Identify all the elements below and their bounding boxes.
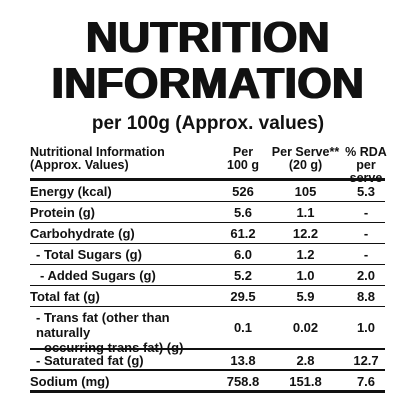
divider [30,200,385,202]
header-col3-line1: % RDA [345,145,387,159]
header-col0-line2: (Approx. Values) [30,158,129,172]
divider [30,263,385,265]
table-header: Nutritional Information (Approx. Values)… [30,142,387,185]
value-per-serve: 5.9 [296,289,315,304]
value-per-100g: 13.8 [230,352,256,368]
header-rda: % RDA per serve [342,146,390,185]
row-label-line1: - Trans fat (other than naturally [36,310,170,340]
value-per-100g: 5.6 [233,205,253,220]
value-per-100g: 61.2 [230,226,256,241]
table-row-total-fat: Total fat (g) 29.5 5.9 8.8 [30,286,385,306]
table-row-sodium: Sodium (mg) 758.8 151.8 7.6 [30,371,385,391]
divider [30,369,385,371]
header-col1-line2: 100 g [227,158,259,172]
subtitle: per 100g (Approx. values) [91,113,325,134]
row-label: - Saturated fat (g) [36,352,144,368]
divider [30,221,385,223]
value-rda: - [363,247,369,262]
nutrition-table: Nutritional Information (Approx. Values)… [30,142,387,393]
header-per-serve: Per Serve** (20 g) [268,146,343,172]
header-col0-line1: Nutritional Information [30,145,165,159]
row-label: Sodium (mg) [30,373,110,389]
value-per-serve: 151.8 [289,373,322,389]
table-row-saturated-fat: - Saturated fat (g) 13.8 2.8 12.7 [30,350,385,370]
value-per-serve: 105 [294,184,317,199]
value-per-serve: 12.2 [292,226,319,241]
divider [30,284,385,286]
header-col1-line1: Per [232,145,254,159]
value-per-100g: 526 [232,184,254,199]
value-rda: - [363,226,369,241]
value-rda: 1.0 [356,320,376,335]
title-line-2: INFORMATION [51,59,365,108]
value-rda: 7.6 [356,373,376,389]
value-per-100g: 758.8 [226,373,260,389]
divider [30,178,385,181]
title-line-1: NUTRITION [85,13,331,62]
header-col3-line2: per serve [349,158,383,185]
divider [30,242,385,244]
value-per-serve: 0.02 [292,320,319,335]
row-label: - Added Sugars (g) [40,268,156,283]
value-rda: 5.3 [356,184,376,199]
header-col2-line1: Per Serve** [271,145,340,159]
table-row-protein: Protein (g) 5.6 1.1 - [30,202,385,222]
row-label: - Total Sugars (g) [36,247,142,262]
row-label: Total fat (g) [30,289,100,304]
value-per-100g: 5.2 [233,268,253,283]
header-nutritional-information: Nutritional Information (Approx. Values) [30,146,165,172]
divider [30,390,385,393]
value-per-serve: 2.8 [296,352,315,368]
value-rda: - [363,205,369,220]
table-row-energy: Energy (kcal) 526 105 5.3 [30,181,385,201]
divider [30,348,385,350]
header-per-100g: Per 100 g [223,146,263,172]
table-row-carbohydrate: Carbohydrate (g) 61.2 12.2 - [30,223,385,243]
header-col2-line2: (20 g) [288,158,323,172]
value-rda: 2.0 [356,268,376,283]
row-label: Protein (g) [30,205,95,220]
row-label: Carbohydrate (g) [30,226,135,241]
table-row-trans-fat: - Trans fat (other than naturally occurr… [30,307,385,355]
value-rda: 12.7 [353,352,379,368]
value-per-serve: 1.0 [296,268,315,283]
value-rda: 8.8 [356,289,376,304]
table-row-added-sugars: - Added Sugars (g) 5.2 1.0 2.0 [30,265,385,285]
value-per-serve: 1.1 [296,205,315,220]
row-label: Energy (kcal) [30,184,112,199]
row-label-line2: occurring trans fat) (g) [44,340,184,355]
value-per-100g: 0.1 [233,320,253,335]
value-per-100g: 29.5 [230,289,256,304]
row-label: - Trans fat (other than naturally occurr… [36,310,226,355]
divider [30,305,385,307]
value-per-100g: 6.0 [233,247,253,262]
table-row-total-sugars: - Total Sugars (g) 6.0 1.2 - [30,244,385,264]
value-per-serve: 1.2 [296,247,315,262]
